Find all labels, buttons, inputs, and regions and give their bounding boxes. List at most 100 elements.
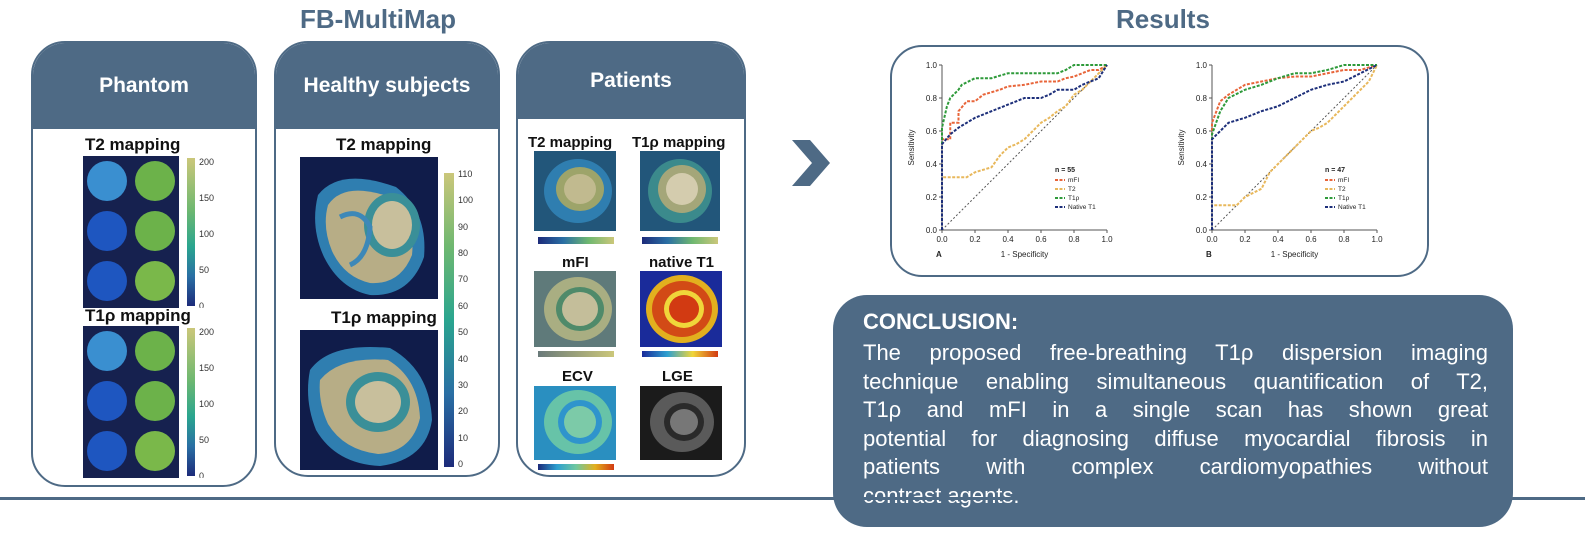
x-axis-label: 1 - Specificity bbox=[1001, 250, 1049, 259]
y-axis-label: Sensitivity bbox=[1177, 129, 1186, 165]
phantom-colorbar bbox=[187, 328, 195, 476]
legend-entry: T2 bbox=[1338, 186, 1346, 193]
patients-card: Patients T2 mapping T1ρ mapping mFI nati… bbox=[516, 41, 746, 477]
phantom-vial bbox=[87, 331, 127, 371]
colorbar-tick-label: 90 bbox=[458, 221, 469, 232]
colorbar-tick-label: 150 bbox=[199, 363, 214, 373]
colorbar-tick-label: 30 bbox=[458, 379, 469, 390]
y-tick-label: 0.2 bbox=[926, 193, 938, 202]
conclusion-line: technique enabling simultaneous quantifi… bbox=[863, 368, 1488, 394]
x-tick-label: 1.0 bbox=[1371, 235, 1383, 244]
x-tick-label: 0.8 bbox=[1068, 235, 1080, 244]
x-tick-label: 0.4 bbox=[1002, 235, 1014, 244]
phantom-vial bbox=[87, 261, 127, 301]
colorbar-tick-label: 10 bbox=[458, 432, 469, 443]
colorbar-tick-label: 70 bbox=[458, 274, 469, 285]
legend-entry: mFI bbox=[1338, 177, 1349, 184]
x-tick-label: 0.0 bbox=[936, 235, 948, 244]
patients-t2-label: T2 mapping bbox=[528, 134, 613, 151]
healthy-t2-image bbox=[300, 157, 438, 299]
n-label: n = 47 bbox=[1325, 167, 1345, 174]
healthy-t2-label: T2 mapping bbox=[336, 135, 432, 154]
patients-header: Patients bbox=[518, 43, 744, 119]
conclusion-heading: CONCLUSION: bbox=[863, 309, 1019, 334]
patient-colorbar-4 bbox=[642, 351, 718, 357]
legend-entry: T1ρ bbox=[1068, 195, 1080, 202]
patient-colorbar-5 bbox=[538, 464, 614, 470]
patients-mfi-label: mFI bbox=[562, 254, 589, 271]
legend-entry: T2 bbox=[1068, 186, 1076, 193]
healthy-header-label: Healthy subjects bbox=[303, 74, 471, 97]
phantom-t2-image: 200 150 100 50 0 bbox=[83, 156, 214, 308]
conclusion-text: The proposed free-breathing T1ρ dispersi… bbox=[863, 339, 1488, 510]
conclusion-line: contrast agents. bbox=[863, 482, 1020, 508]
n-label: n = 55 bbox=[1055, 167, 1075, 174]
phantom-vial bbox=[135, 211, 175, 251]
phantom-vial bbox=[135, 161, 175, 201]
roc-series-mfi bbox=[1211, 64, 1378, 230]
patients-t1rho-label: T1ρ mapping bbox=[632, 134, 726, 151]
panel-label: B bbox=[1206, 250, 1212, 259]
results-title: Results bbox=[1116, 4, 1210, 34]
healthy-colorbar bbox=[444, 173, 454, 467]
colorbar-tick-label: 0 bbox=[199, 301, 204, 308]
colorbar-tick-label: 0 bbox=[458, 459, 464, 469]
colorbar-tick-label: 20 bbox=[458, 406, 469, 417]
y-tick-label: 0.4 bbox=[1196, 160, 1208, 169]
patients-header-label: Patients bbox=[590, 69, 672, 92]
y-tick-label: 0.2 bbox=[1196, 193, 1208, 202]
legend-entry: Native T1 bbox=[1338, 204, 1366, 211]
healthy-subjects-card: Healthy subjects T2 mapping T1ρ mapping … bbox=[274, 41, 500, 477]
patient-colorbar-2 bbox=[642, 237, 718, 244]
roc-series-mfi bbox=[941, 64, 1108, 230]
x-tick-label: 0.2 bbox=[969, 235, 981, 244]
conclusion-line: The proposed free-breathing T1ρ dispersi… bbox=[863, 340, 1488, 365]
roc-series-native-t1 bbox=[941, 64, 1108, 230]
y-tick-label: 0.0 bbox=[1196, 226, 1208, 235]
colorbar-tick-label: 110 bbox=[458, 169, 473, 179]
y-tick-label: 1.0 bbox=[926, 61, 938, 70]
x-tick-label: 1.0 bbox=[1101, 235, 1113, 244]
patients-ecv-label: ECV bbox=[562, 368, 593, 385]
roc-chart-a: 0.0 0.2 0.4 0.6 0.8 1.0 0.0 0.2 0.4 0.6 0.8 1.0 1 - … bbox=[907, 61, 1113, 259]
x-tick-label: 0.6 bbox=[1305, 235, 1317, 244]
colorbar-tick-label: 50 bbox=[458, 327, 469, 338]
phantom-vial bbox=[87, 431, 127, 471]
healthy-t1rho-label: T1ρ mapping bbox=[331, 308, 437, 327]
phantom-header-label: Phantom bbox=[99, 74, 189, 97]
phantom-t1rho-image: 200 150 100 50 0 bbox=[83, 326, 214, 478]
reference-diagonal bbox=[941, 64, 1108, 231]
panel-label: A bbox=[936, 250, 942, 259]
y-tick-label: 0.4 bbox=[926, 160, 938, 169]
colorbar-tick-label: 150 bbox=[199, 193, 214, 203]
results-box: 0.0 0.2 0.4 0.6 0.8 1.0 0.0 0.2 0.4 0.6 0.8 1.0 1 - … bbox=[890, 45, 1429, 277]
roc-chart-b: 0.0 0.2 0.4 0.6 0.8 1.0 0.0 0.2 0.4 0.6 0.8 1.0 1 - … bbox=[1177, 61, 1383, 259]
y-tick-label: 0.6 bbox=[1196, 127, 1208, 136]
y-tick-label: 0.0 bbox=[926, 226, 938, 235]
colorbar-tick-label: 0 bbox=[199, 471, 204, 478]
y-tick-label: 1.0 bbox=[1196, 61, 1208, 70]
colorbar-tick-label: 100 bbox=[458, 195, 474, 206]
conclusion-line: patients with complex cardiomyopathies w… bbox=[863, 454, 1488, 479]
colorbar-tick-label: 80 bbox=[458, 248, 469, 259]
phantom-vial bbox=[87, 161, 127, 201]
patient-colorbar-3 bbox=[538, 351, 614, 357]
x-tick-label: 0.0 bbox=[1206, 235, 1218, 244]
conclusion-line: potential for diagnosing diffuse myocard… bbox=[863, 425, 1488, 451]
healthy-t1rho-image bbox=[300, 330, 438, 470]
legend-entry: Native T1 bbox=[1068, 204, 1096, 211]
phantom-t1rho-label: T1ρ mapping bbox=[85, 306, 191, 325]
patient-colorbar-1 bbox=[538, 237, 614, 244]
x-tick-label: 0.6 bbox=[1035, 235, 1047, 244]
patient-ecv-image bbox=[534, 386, 616, 460]
colorbar-tick-label: 60 bbox=[458, 300, 469, 311]
phantom-t2-label: T2 mapping bbox=[85, 135, 181, 154]
roc-series-t1- bbox=[941, 64, 1107, 230]
phantom-vial bbox=[135, 331, 175, 371]
y-tick-label: 0.6 bbox=[926, 127, 938, 136]
patient-lge-image bbox=[640, 386, 722, 460]
colorbar-tick-label: 50 bbox=[199, 435, 209, 445]
patient-mfi-image bbox=[534, 271, 616, 347]
patient-native-t1-image bbox=[640, 271, 722, 347]
y-tick-label: 0.8 bbox=[926, 94, 938, 103]
